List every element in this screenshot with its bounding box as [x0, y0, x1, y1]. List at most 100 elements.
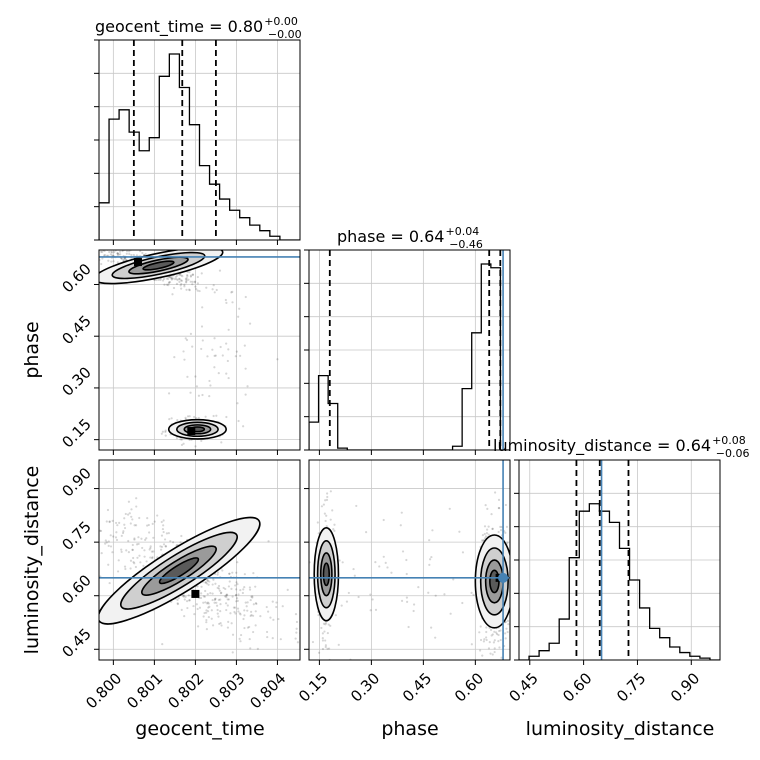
- sample-point: [495, 632, 499, 636]
- sample-point: [131, 548, 134, 552]
- sample-point: [219, 592, 223, 595]
- sample-point: [180, 608, 183, 611]
- sample-point: [214, 582, 217, 585]
- sample-point: [107, 563, 110, 566]
- sample-point: [491, 527, 494, 531]
- sample-point: [120, 257, 123, 261]
- sample-point: [173, 356, 176, 359]
- sample-point: [214, 597, 217, 600]
- sample-point: [203, 611, 206, 615]
- sample-point: [509, 677, 511, 679]
- sample-point: [237, 593, 240, 596]
- sample-point: [121, 531, 125, 535]
- sample-point: [329, 518, 332, 521]
- sample-point: [124, 258, 127, 262]
- sample-point: [254, 624, 257, 627]
- sample-point: [322, 503, 325, 506]
- sample-point: [295, 631, 298, 634]
- contour-ring: [141, 545, 217, 596]
- sample-point: [167, 532, 170, 535]
- sample-point: [248, 588, 252, 591]
- sample-point: [429, 558, 432, 561]
- sample-point: [483, 525, 487, 528]
- contour-blob-1: [167, 418, 227, 440]
- sample-point: [324, 623, 327, 626]
- sample-point: [324, 519, 327, 523]
- sample-point: [202, 615, 205, 618]
- sample-point: [269, 616, 272, 619]
- sample-point: [152, 550, 155, 553]
- sample-point: [184, 337, 187, 340]
- sample-point: [196, 282, 200, 285]
- sample-point: [231, 595, 234, 598]
- sample-point: [272, 618, 275, 621]
- sample-point: [371, 598, 374, 601]
- sample-point: [204, 601, 207, 604]
- sample-point: [109, 534, 112, 537]
- sample-point: [505, 627, 508, 630]
- sample-point: [449, 612, 452, 615]
- sample-point: [500, 525, 503, 529]
- sample-point: [161, 430, 164, 433]
- sample-point: [215, 604, 219, 607]
- sample-point: [214, 354, 217, 357]
- sample-point: [461, 601, 464, 605]
- sample-point: [325, 525, 328, 528]
- sample-point: [201, 339, 204, 342]
- sample-point: [123, 517, 126, 520]
- sample-point: [493, 650, 496, 654]
- sample-point: [198, 289, 201, 293]
- sample-point: [179, 284, 182, 287]
- sample-point: [211, 592, 214, 595]
- sample-point: [193, 280, 197, 283]
- sample-point: [180, 287, 183, 290]
- sample-point: [207, 606, 210, 609]
- sample-point: [238, 612, 241, 615]
- sample-point: [183, 614, 186, 618]
- sample-point: [184, 277, 187, 281]
- sample-point: [329, 624, 332, 627]
- sample-point: [374, 561, 377, 564]
- sample-point: [104, 542, 107, 545]
- sample-point: [197, 394, 201, 397]
- sample-point: [221, 354, 224, 357]
- sample-point: [428, 563, 431, 566]
- sample-point: [252, 603, 255, 606]
- sample-point: [235, 350, 238, 353]
- sample-point: [153, 520, 156, 523]
- grid-panel-1-1: [309, 250, 510, 450]
- sample-point: [252, 630, 255, 634]
- sample-point: [497, 633, 500, 637]
- sample-point: [212, 284, 215, 287]
- sample-point: [196, 607, 199, 611]
- sample-point: [210, 617, 213, 620]
- sample-point: [107, 540, 110, 543]
- sample-point: [162, 277, 166, 281]
- sample-point: [231, 633, 235, 636]
- sample-point: [236, 402, 239, 405]
- contour-blob-0: [99, 250, 224, 285]
- sample-point: [88, 501, 90, 503]
- sample-point: [504, 637, 507, 640]
- sample-point: [400, 599, 404, 602]
- sample-point: [481, 534, 484, 537]
- sample-point: [281, 605, 284, 608]
- sample-point: [144, 538, 147, 541]
- sample-point: [320, 626, 323, 630]
- sample-point: [296, 641, 299, 644]
- sample-point: [382, 555, 385, 558]
- sample-point: [271, 600, 274, 603]
- sample-point: [225, 593, 228, 596]
- truth-marker: [498, 572, 509, 583]
- sample-point: [219, 345, 222, 349]
- sample-point: [122, 530, 125, 533]
- sample-point: [168, 281, 171, 284]
- sample-point: [196, 585, 199, 588]
- sample-point: [208, 395, 211, 398]
- sample-point: [183, 285, 186, 288]
- sample-point: [489, 652, 492, 655]
- sample-point: [239, 633, 243, 637]
- sample-point: [144, 253, 147, 256]
- sample-point: [124, 512, 127, 516]
